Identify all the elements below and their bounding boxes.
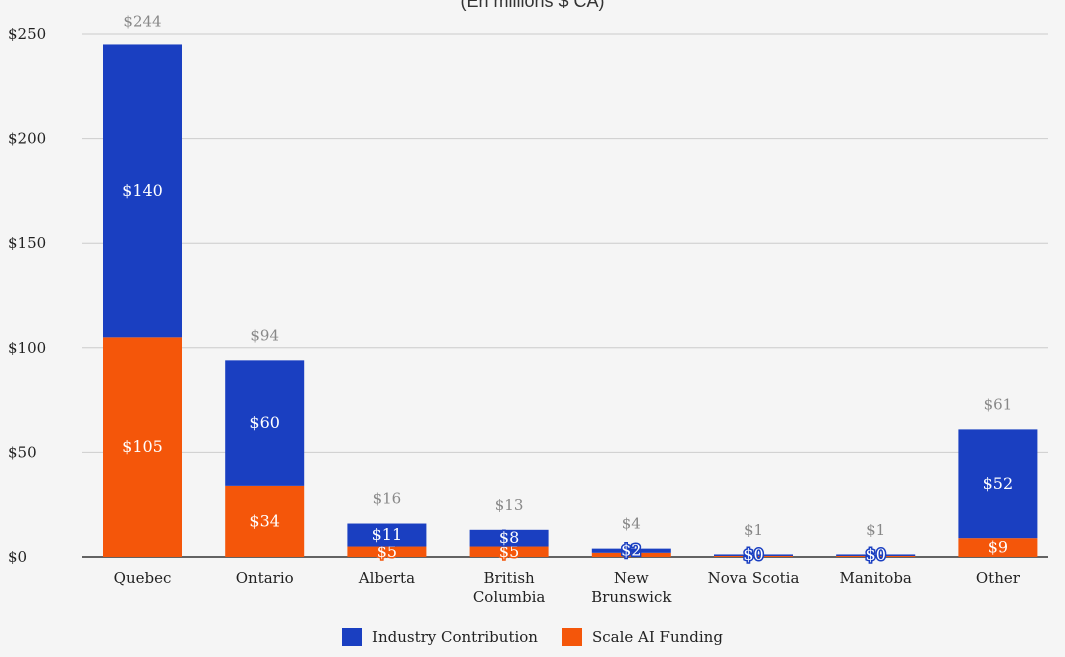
total-label: $61 <box>984 395 1013 413</box>
x-tick-label: Alberta <box>358 569 415 587</box>
data-label: $11 <box>372 525 403 544</box>
bar-scale-ai-funding <box>591 552 671 557</box>
data-label: $60 <box>249 413 280 432</box>
y-tick-label: $0 <box>8 548 27 566</box>
bar-industry-contribution <box>469 529 549 547</box>
x-tick-label: Other <box>976 569 1021 587</box>
legend: Industry Contribution Scale AI Funding <box>0 628 1065 646</box>
bar-scale-ai-funding <box>836 555 916 557</box>
total-label: $1 <box>744 521 763 539</box>
y-tick-label: $100 <box>8 339 46 357</box>
y-tick-label: $150 <box>8 234 46 252</box>
chart-subtitle: (En millions $ CA) <box>460 0 605 11</box>
data-label: $105 <box>122 437 163 456</box>
total-label: $4 <box>622 515 641 533</box>
data-label: $34 <box>249 511 280 530</box>
x-tick-label: Columbia <box>473 588 546 606</box>
bar-scale-ai-funding <box>469 546 549 557</box>
y-tick-label: $50 <box>8 443 37 461</box>
data-label: $2 <box>621 541 641 560</box>
data-label: $0 <box>866 545 886 564</box>
data-label: $8 <box>499 528 519 547</box>
data-label: $9 <box>988 538 1008 557</box>
legend-swatch-scale-ai-funding <box>561 628 582 646</box>
data-label: $52 <box>983 474 1014 493</box>
bar-industry-contribution <box>591 548 671 553</box>
bar-scale-ai-funding <box>714 555 793 557</box>
y-tick-label: $200 <box>8 130 46 148</box>
data-label: $0 <box>743 545 763 564</box>
legend-item-scale-ai-funding: Scale AI Funding <box>561 628 723 646</box>
bar-scale-ai-funding <box>958 538 1038 557</box>
x-tick-label: Quebec <box>114 569 172 587</box>
x-tick-label: Ontario <box>236 569 294 587</box>
bar-industry-contribution <box>225 360 305 486</box>
total-label: $94 <box>250 326 279 344</box>
total-label: $1 <box>866 521 885 539</box>
bar-industry-contribution <box>103 44 182 338</box>
legend-item-industry-contribution: Industry Contribution <box>342 628 538 646</box>
x-tick-label: Nova Scotia <box>708 569 800 587</box>
bar-industry-contribution <box>958 429 1038 539</box>
total-label: $13 <box>495 496 524 514</box>
legend-swatch-industry-contribution <box>342 628 363 646</box>
x-tick-label: Manitoba <box>840 569 912 587</box>
total-label: $244 <box>123 13 161 31</box>
x-tick-label: New <box>614 569 649 587</box>
bar-scale-ai-funding <box>103 337 182 557</box>
legend-label-scale-ai-funding: Scale AI Funding <box>591 628 723 646</box>
bar-industry-contribution <box>714 554 793 556</box>
x-tick-label: British <box>484 569 536 587</box>
bar-industry-contribution <box>836 554 916 556</box>
bar-industry-contribution <box>347 523 427 547</box>
bar-scale-ai-funding <box>347 546 427 557</box>
bar-scale-ai-funding <box>225 485 305 557</box>
data-label: $140 <box>122 181 163 200</box>
total-label: $16 <box>373 490 402 508</box>
x-tick-label: Brunswick <box>591 588 672 606</box>
y-tick-label: $250 <box>8 25 46 43</box>
legend-label-industry-contribution: Industry Contribution <box>372 628 538 646</box>
